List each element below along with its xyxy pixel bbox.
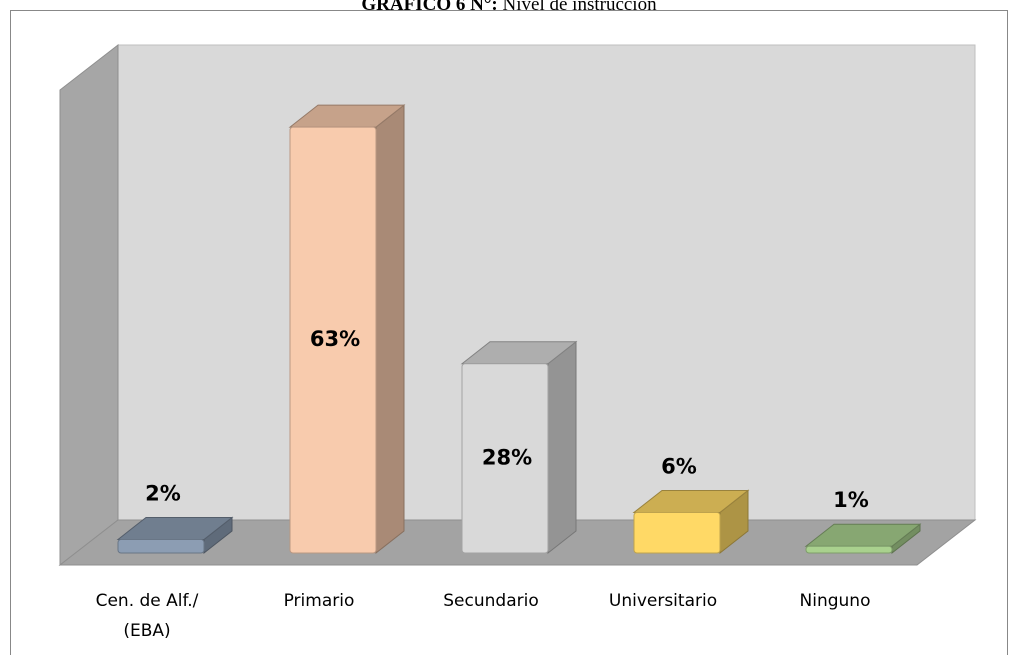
x-tick-label: Secundario — [443, 591, 538, 611]
bar — [632, 489, 750, 555]
value-label: 63% — [310, 327, 360, 351]
x-tick-label: Ninguno — [800, 591, 871, 611]
bar — [288, 104, 406, 555]
bar-front — [805, 545, 893, 554]
x-tick-label: Universitario — [609, 591, 717, 611]
bar-side — [547, 340, 577, 555]
title-bold: GRÁFICO 6 N°: — [361, 0, 497, 15]
bar-front — [289, 126, 377, 554]
bar-front — [117, 538, 205, 554]
value-label: 2% — [145, 481, 181, 505]
bar-side — [375, 104, 405, 555]
value-label: 6% — [661, 454, 697, 478]
x-tick-label: Cen. de Alf./ — [96, 591, 199, 611]
bar-front — [633, 511, 721, 554]
side-wall — [59, 43, 119, 567]
bar — [460, 340, 578, 555]
value-label: 28% — [482, 445, 532, 469]
bar-front — [461, 363, 549, 554]
x-tick-label: Primario — [284, 591, 355, 611]
bar — [116, 516, 234, 555]
bar — [804, 523, 922, 555]
x-tick-label: (EBA) — [123, 621, 170, 641]
title-rest: Nivel de instrucción — [503, 0, 658, 15]
chart-title: GRÁFICO 6 N°: Nivel de instrucción — [361, 0, 657, 15]
value-label: 1% — [833, 488, 869, 512]
